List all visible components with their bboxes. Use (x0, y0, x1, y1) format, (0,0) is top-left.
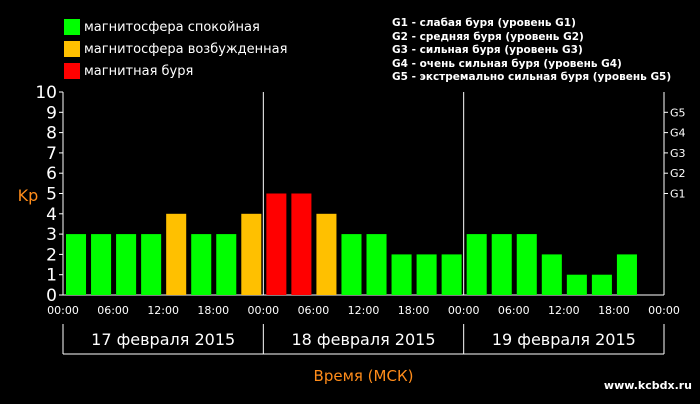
g-tick-label: G2 (670, 167, 686, 180)
y-tick-label: 3 (46, 225, 57, 245)
kp-bar (541, 254, 562, 295)
legend-swatch-storm (64, 63, 80, 79)
x-tick-label: 00:00 (648, 304, 680, 317)
x-tick-label: 06:00 (298, 304, 330, 317)
legend: магнитосфера спокойная магнитосфера возб… (64, 16, 287, 82)
kp-bar (616, 254, 637, 295)
g-tick-label: G4 (670, 127, 686, 140)
legend-item-quiet: магнитосфера спокойная (64, 16, 287, 38)
kp-bar (391, 254, 412, 295)
legend-swatch-quiet (64, 19, 80, 35)
y-tick-label: 6 (46, 164, 57, 184)
day-label: 18 февраля 2015 (291, 330, 435, 349)
x-tick-label: 00:00 (47, 304, 79, 317)
kp-bar (566, 274, 587, 295)
kp-bar (516, 234, 537, 295)
x-tick-label: 00:00 (247, 304, 279, 317)
kp-bar (166, 213, 187, 295)
kp-bar (591, 274, 612, 295)
y-tick-label: 0 (46, 286, 57, 306)
kp-bar (266, 193, 287, 295)
kp-bar (66, 234, 87, 295)
kp-bar (241, 213, 262, 295)
g-tick-label: G3 (670, 147, 686, 160)
site-watermark: www.kcbdx.ru (603, 379, 692, 392)
x-tick-label: 18:00 (197, 304, 229, 317)
legend-swatch-active (64, 41, 80, 57)
g-legend-line-g1: G1 - слабая буря (уровень G1) (392, 17, 576, 29)
y-tick-label: 9 (46, 103, 57, 123)
x-tick-label: 06:00 (97, 304, 129, 317)
legend-label-quiet: магнитосфера спокойная (84, 19, 260, 35)
g-tick-label: G5 (670, 106, 686, 119)
day-label: 17 февраля 2015 (91, 330, 235, 349)
kp-bar (491, 234, 512, 295)
kp-bar (341, 234, 362, 295)
y-tick-label: 8 (46, 124, 57, 144)
y-tick-label: 4 (46, 205, 57, 225)
y-tick-label: 2 (46, 245, 57, 265)
x-tick-label: 12:00 (548, 304, 580, 317)
x-tick-label: 12:00 (147, 304, 179, 317)
kp-bar (441, 254, 462, 295)
kp-bar (191, 234, 212, 295)
x-tick-label: 12:00 (348, 304, 380, 317)
y-tick-label: 1 (46, 266, 57, 286)
g-legend-line-g5: G5 - экстремально сильная буря (уровень … (392, 71, 672, 83)
g-scale-legend: G1 - слабая буря (уровень G1) G2 - средн… (392, 17, 671, 85)
kp-bar (116, 234, 137, 295)
g-legend-line-g2: G2 - средняя буря (уровень G2) (392, 30, 584, 43)
kp-bar (216, 234, 237, 295)
y-axis-title: Kp (18, 186, 39, 205)
kp-bar (466, 234, 487, 295)
legend-label-active: магнитосфера возбужденная (84, 41, 288, 57)
kp-bar (91, 234, 112, 295)
g-legend-line-g4: G4 - очень сильная буря (уровень G4) (392, 57, 622, 70)
kp-bar (291, 193, 312, 295)
x-tick-label: 06:00 (498, 304, 530, 317)
kp-bar (416, 254, 437, 295)
x-tick-label: 18:00 (598, 304, 630, 317)
y-tick-label: 5 (46, 185, 57, 205)
x-tick-label: 00:00 (448, 304, 480, 317)
day-label: 19 февраля 2015 (492, 330, 636, 349)
kp-bar (141, 234, 162, 295)
y-tick-label: 7 (46, 144, 57, 164)
kp-bar (366, 234, 387, 295)
legend-label-storm: магнитная буря (84, 63, 194, 79)
legend-item-storm: магнитная буря (64, 60, 287, 82)
x-axis-title: Время (МСК) (314, 367, 414, 385)
y-tick-label: 10 (35, 83, 57, 103)
g-legend-line-g3: G3 - сильная буря (уровень G3) (392, 44, 583, 56)
x-tick-label: 18:00 (398, 304, 430, 317)
g-tick-label: G1 (670, 188, 686, 201)
kp-bar (316, 213, 337, 295)
legend-item-active: магнитосфера возбужденная (64, 38, 287, 60)
